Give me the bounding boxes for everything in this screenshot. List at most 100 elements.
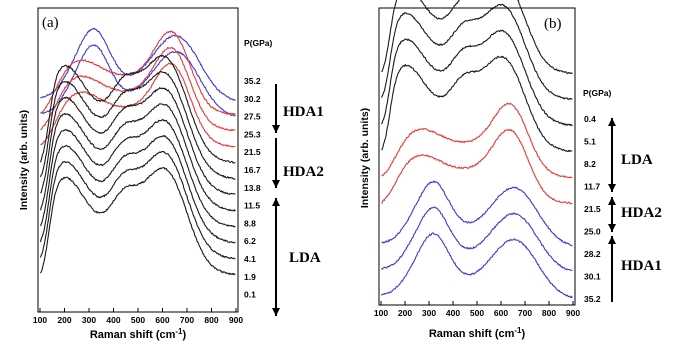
panel-a-xlabel-main: Raman shift (cm bbox=[90, 329, 176, 341]
pressure-label: 35.2 bbox=[584, 294, 601, 304]
spectrum-line bbox=[39, 103, 236, 212]
arrow-head-down bbox=[272, 308, 280, 316]
pressure-label: 21.5 bbox=[584, 204, 601, 214]
arrow-head-up bbox=[608, 197, 616, 205]
spectrum-line bbox=[40, 44, 236, 117]
spectrum-line bbox=[381, 180, 573, 247]
panel-b-xlabel-close: ) bbox=[522, 328, 526, 340]
pressure-label: 28.2 bbox=[584, 249, 601, 259]
spectrum-line bbox=[39, 55, 236, 164]
pressure-label: 6.2 bbox=[244, 236, 256, 246]
phase-label: HDA2 bbox=[621, 205, 662, 221]
panel-b-xlabel-main: Raman shift (cm bbox=[429, 328, 515, 340]
spectrum-line bbox=[40, 46, 236, 132]
x-tick-label: 600 bbox=[494, 308, 508, 318]
x-tick-label: 600 bbox=[155, 315, 169, 325]
panel-b-ylabel: Intensity (arb. units) bbox=[359, 108, 371, 208]
x-tick-label: 800 bbox=[542, 308, 556, 318]
pressure-label: 11.7 bbox=[584, 182, 600, 192]
panel-a-spectra bbox=[39, 27, 236, 276]
arrow-head-down bbox=[272, 125, 280, 133]
panel-a-frame bbox=[37, 7, 239, 313]
panel-a-ylabel: Intensity (arb. units) bbox=[18, 110, 30, 210]
phase-label: HDA2 bbox=[283, 164, 324, 180]
spectrum-line bbox=[381, 0, 573, 75]
panel-a: (a) Intensity (arb. units) Raman shift (… bbox=[18, 7, 324, 341]
panel-b-spectra bbox=[380, 0, 573, 299]
panel-b-x-ticks: 100 200 300 400 500 600 700 800 900 bbox=[374, 301, 580, 318]
panel-a-label: (a) bbox=[42, 15, 59, 31]
spectrum-line bbox=[39, 71, 236, 180]
phase-label: LDA bbox=[289, 250, 321, 266]
spectrum-line bbox=[40, 87, 236, 195]
x-tick-label: 500 bbox=[470, 308, 484, 318]
panel-a-phases: HDA1 HDA2 LDA bbox=[272, 84, 324, 316]
arrow-head-down bbox=[608, 184, 616, 192]
panel-a-pressure-header: P(GPa) bbox=[244, 38, 273, 48]
x-tick-label: 100 bbox=[33, 315, 47, 325]
spectrum-line bbox=[381, 29, 573, 127]
spectrum-line bbox=[381, 206, 573, 272]
panel-b-xlabel-sup: -1 bbox=[514, 326, 522, 335]
x-tick-label: 500 bbox=[131, 315, 145, 325]
pressure-label: 25.0 bbox=[584, 227, 601, 237]
x-tick-label: 700 bbox=[518, 308, 532, 318]
pressure-label: 35.2 bbox=[244, 76, 261, 86]
spectrum-line bbox=[39, 118, 236, 228]
pressure-label: 8.2 bbox=[584, 159, 596, 169]
spectrum-line bbox=[39, 134, 236, 244]
phase-label: LDA bbox=[621, 152, 653, 168]
pressure-label: 0.1 bbox=[244, 290, 256, 300]
spectrum-line bbox=[381, 102, 573, 179]
pressure-label: 21.5 bbox=[244, 147, 261, 157]
spectrum-line bbox=[39, 150, 236, 260]
pressure-label: 13.8 bbox=[244, 183, 261, 193]
pressure-label: 4.1 bbox=[244, 254, 256, 264]
panel-b-frame bbox=[378, 7, 576, 306]
phase-label: HDA1 bbox=[283, 104, 324, 120]
panel-b-pressure-labels: 0.4 5.1 8.2 11.7 21.5 25.0 28.2 30.1 35.2 bbox=[584, 114, 601, 304]
pressure-label: 30.1 bbox=[584, 272, 601, 282]
spectrum-line bbox=[380, 3, 573, 101]
panel-a-xlabel-close: ) bbox=[183, 329, 187, 341]
pressure-label: 5.1 bbox=[584, 137, 596, 147]
spectrum-line bbox=[40, 62, 236, 148]
arrow-head-up bbox=[272, 198, 280, 206]
x-tick-label: 300 bbox=[82, 315, 96, 325]
pressure-label: 25.3 bbox=[244, 129, 261, 139]
panel-b-xlabel: Raman shift (cm-1) bbox=[429, 326, 526, 340]
arrow-head-down bbox=[608, 224, 616, 232]
spectrum-line bbox=[381, 128, 573, 205]
panel-b-phases: LDA HDA2 HDA1 bbox=[608, 118, 662, 302]
pressure-label: 11.5 bbox=[244, 201, 260, 211]
panel-a-xlabel-sup: -1 bbox=[175, 327, 183, 336]
spectrum-line bbox=[40, 166, 236, 276]
arrow-head-down bbox=[272, 180, 280, 188]
x-tick-label: 900 bbox=[229, 315, 243, 325]
x-tick-label: 100 bbox=[374, 308, 388, 318]
pressure-label: 27.5 bbox=[244, 112, 261, 122]
pressure-label: 0.4 bbox=[584, 114, 596, 124]
x-tick-label: 400 bbox=[446, 308, 460, 318]
pressure-label: 16.7 bbox=[244, 165, 261, 175]
arrow-head-up bbox=[608, 236, 616, 244]
x-tick-label: 400 bbox=[106, 315, 120, 325]
panel-b: (b) Intensity (arb. units) Raman shift (… bbox=[359, 0, 662, 340]
x-tick-label: 900 bbox=[566, 308, 580, 318]
spectrum-line bbox=[40, 30, 236, 116]
pressure-label: 8.8 bbox=[244, 218, 256, 228]
panel-a-pressure-labels: 35.2 30.2 27.5 25.3 21.5 16.7 13.8 11.5 8.8 6.2 4.… bbox=[244, 76, 261, 300]
x-tick-label: 200 bbox=[398, 308, 412, 318]
x-tick-label: 700 bbox=[180, 315, 194, 325]
pressure-label: 30.2 bbox=[244, 94, 261, 104]
panel-a-xlabel: Raman shift (cm-1) bbox=[90, 327, 187, 341]
spectrum-line bbox=[381, 55, 573, 153]
pressure-label: 1.9 bbox=[244, 272, 256, 282]
arrow-head-up bbox=[608, 118, 616, 126]
phase-label: HDA1 bbox=[621, 258, 662, 274]
panel-a-x-ticks: 100 200 300 400 500 600 700 800 900 bbox=[33, 308, 243, 325]
panel-b-label: (b) bbox=[544, 16, 562, 32]
spectrum-line bbox=[381, 232, 573, 299]
panel-b-pressure-header: P(GPa) bbox=[583, 88, 612, 98]
